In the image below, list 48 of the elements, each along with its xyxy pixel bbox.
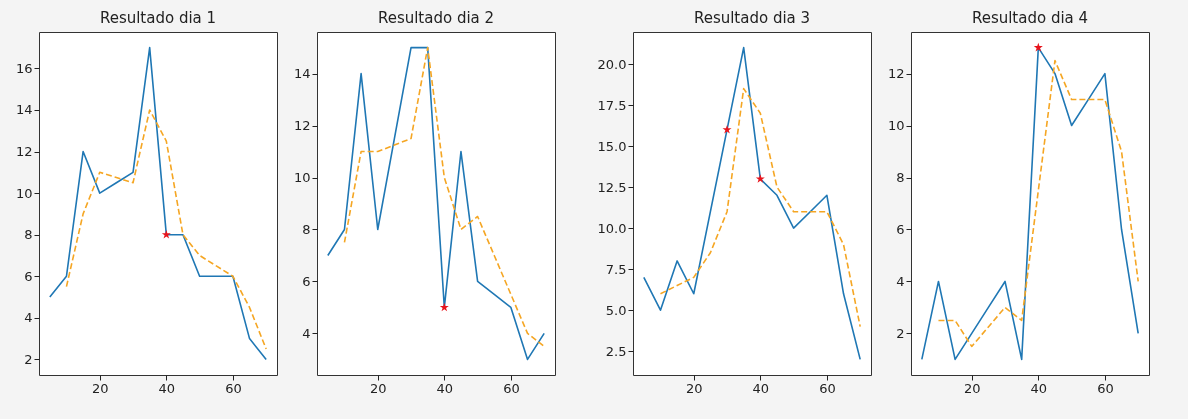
x-tick-label: 40 — [752, 380, 770, 396]
y-tick-label: 8 — [24, 227, 33, 243]
y-tick-label: 15.0 — [597, 138, 627, 154]
y-tick-label: 6 — [24, 268, 33, 284]
x-tick-label: 60 — [503, 380, 520, 396]
y-tick-label: 10 — [887, 118, 905, 134]
y-tick-label: 14 — [15, 102, 33, 118]
x-tick-label: 20 — [963, 380, 981, 396]
y-tick-label: 14 — [293, 66, 311, 82]
y-tick-label: 8 — [896, 170, 905, 186]
y-tick-label: 20.0 — [597, 56, 627, 72]
y-tick-label: 8 — [302, 221, 311, 237]
y-tick-label: 12 — [887, 66, 905, 82]
x-tick-label: 60 — [819, 380, 836, 396]
y-tick-label: 10.0 — [597, 220, 627, 236]
y-tick-label: 6 — [896, 221, 905, 237]
y-tick-label: 6 — [302, 273, 311, 289]
x-tick-label: 20 — [685, 380, 703, 396]
y-tick-label: 12 — [15, 144, 33, 160]
chart-title: Resultado dia 3 — [693, 9, 811, 27]
line-series — [659, 87, 861, 328]
x-tick-label: 40 — [436, 380, 454, 396]
y-tick-label: 4 — [24, 310, 33, 326]
chart-title: Resultado dia 1 — [99, 9, 217, 27]
y-tick-label: 4 — [896, 273, 905, 289]
y-tick-label: 10 — [293, 170, 311, 186]
line-series — [49, 46, 267, 361]
y-tick-label: 12.5 — [597, 179, 627, 195]
y-tick-label: 2 — [896, 325, 905, 341]
x-tick-label: 60 — [225, 380, 242, 396]
y-tick-label: 4 — [302, 325, 311, 341]
y-tick-label: 2.5 — [605, 343, 627, 359]
x-tick-label: 20 — [91, 380, 109, 396]
chart-title: Resultado dia 4 — [971, 9, 1089, 27]
x-tick-label: 40 — [1030, 380, 1048, 396]
y-tick-label: 10 — [15, 185, 33, 201]
y-tick-label: 16 — [15, 60, 33, 76]
y-tick-label: 2 — [24, 351, 33, 367]
x-tick-label: 60 — [1097, 380, 1114, 396]
x-tick-label: 40 — [158, 380, 176, 396]
y-tick-label: 17.5 — [597, 97, 627, 113]
line-series — [65, 109, 267, 350]
x-tick-label: 20 — [369, 380, 387, 396]
y-tick-label: 7.5 — [605, 261, 627, 277]
line-series — [643, 46, 861, 361]
y-tick-label: 5.0 — [605, 302, 627, 318]
y-tick-label: 12 — [293, 118, 311, 134]
chart-title: Resultado dia 2 — [377, 9, 495, 27]
